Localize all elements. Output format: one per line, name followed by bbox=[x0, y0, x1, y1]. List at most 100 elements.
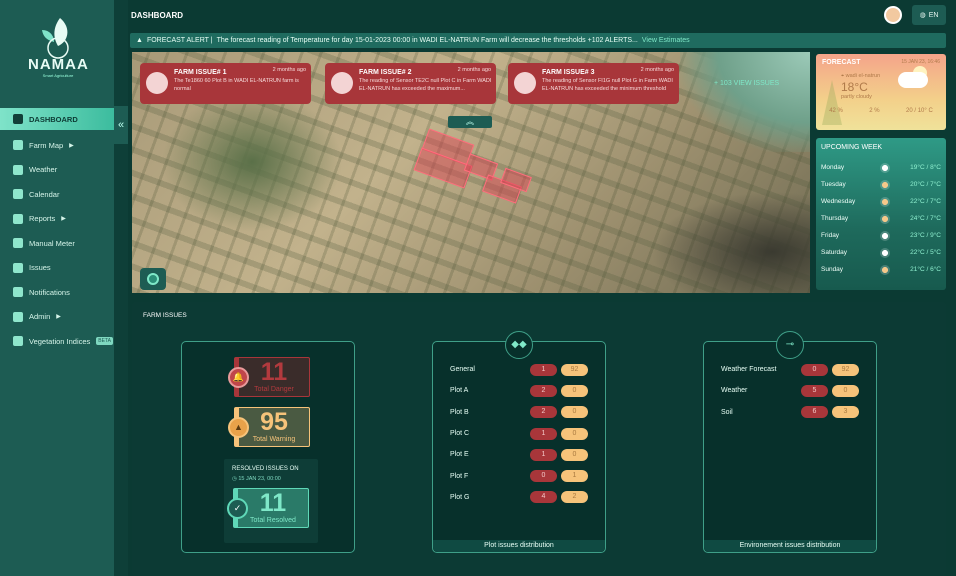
brand-name: NAMAA bbox=[28, 56, 89, 73]
view-estimates-link[interactable]: View Estimates bbox=[641, 37, 690, 44]
view-issues-link[interactable]: + 103 VIEW ISSUES bbox=[714, 80, 780, 87]
distribution-row[interactable]: Weather Forecast 0 92 bbox=[704, 359, 876, 380]
danger-pill: 1 bbox=[530, 448, 557, 461]
plots-icon: ◆◆ bbox=[505, 331, 533, 359]
danger-pill: 1 bbox=[530, 427, 557, 440]
issue-time: 2 months ago bbox=[457, 67, 491, 73]
calendar-icon bbox=[13, 189, 23, 200]
upcoming-week-card: UPCOMING WEEK Monday 19°C / 8°C Tuesday 20°… bbox=[816, 138, 946, 290]
alert-label: FORECAST ALERT | bbox=[146, 37, 213, 44]
issue-title: FARM ISSUE# 1 bbox=[174, 69, 227, 76]
farm-issue-card[interactable]: 2 months ago FARM ISSUE# 3 The reading of … bbox=[508, 63, 679, 104]
farm-issues-title: FARM ISSUES bbox=[143, 312, 187, 319]
resolved-section: RESOLVED ISSUES ON ◷ 15 JAN 23, 00:00 ✓ … bbox=[224, 459, 318, 543]
row-name: Plot A bbox=[450, 387, 469, 395]
warning-pill: 2 bbox=[561, 491, 588, 504]
humidity: 42 % bbox=[829, 108, 843, 114]
resolved-date: ◷ 15 JAN 23, 00:00 bbox=[232, 476, 281, 482]
sun-icon bbox=[880, 213, 890, 224]
forecast-day-row: Sunday 21°C / 6°C bbox=[821, 261, 941, 278]
warning-icon: ▲ bbox=[136, 37, 143, 44]
day-name: Wednesday bbox=[821, 198, 856, 205]
bell-icon bbox=[13, 287, 23, 298]
total-resolved[interactable]: ✓ 11 Total Resolved bbox=[227, 488, 309, 528]
issue-text: The reading of Sensor TE2C null Plot C i… bbox=[359, 78, 492, 92]
forecast-day-row: Thursday 24°C / 7°C bbox=[821, 210, 941, 227]
weather-icon bbox=[13, 164, 23, 175]
distribution-row[interactable]: Soil 6 3 bbox=[704, 402, 876, 423]
avatar[interactable] bbox=[884, 6, 902, 24]
environment-distribution-card: ⊸ Weather Forecast 0 92 Weather 5 0 Soil 6 3 Env… bbox=[703, 331, 877, 553]
precipitation: 2 % bbox=[869, 108, 880, 114]
issue-text: The reading of Sensor FI1G null Plot G i… bbox=[542, 78, 673, 92]
sidebar-item-weather[interactable]: Weather bbox=[0, 158, 114, 183]
expand-map-button[interactable]: ︽ bbox=[448, 116, 492, 128]
collapse-sidebar-button[interactable]: « bbox=[114, 106, 128, 144]
layer-icon bbox=[147, 273, 159, 285]
farm-map-icon bbox=[146, 72, 168, 94]
totals-card: 🔔 11 Total Danger ▲ 95 Total Warning RES… bbox=[181, 341, 355, 553]
alert-text: The forecast reading of Temperature for … bbox=[216, 37, 638, 44]
forecast-stats: 42 % 2 % 20 / 10° C bbox=[816, 108, 946, 114]
sidebar-item-calendar[interactable]: Calendar bbox=[0, 182, 114, 207]
environment-distribution-title: Environement issues distribution bbox=[704, 540, 876, 552]
sidebar-item-manual-meter[interactable]: Manual Meter bbox=[0, 231, 114, 256]
distribution-row[interactable]: Weather 5 0 bbox=[704, 380, 876, 401]
danger-pill: 2 bbox=[530, 406, 557, 419]
day-name: Monday bbox=[821, 164, 845, 171]
row-name: Soil bbox=[721, 408, 733, 416]
danger-pill: 2 bbox=[530, 384, 557, 397]
map-layer-button[interactable] bbox=[140, 268, 166, 290]
sidebar-item-admin[interactable]: Admin ▶ bbox=[0, 305, 114, 330]
language-button[interactable]: ◍ EN bbox=[912, 5, 946, 25]
total-warning[interactable]: ▲ 95 Total Warning bbox=[228, 407, 310, 447]
danger-pill: 6 bbox=[801, 406, 828, 419]
forecast-temperature: 18°C bbox=[841, 80, 868, 94]
distribution-row[interactable]: General 1 92 bbox=[433, 359, 605, 380]
sidebar-item-label: Notifications bbox=[29, 287, 70, 297]
forecast-day-row: Friday 23°C / 9°C bbox=[821, 227, 941, 244]
sidebar-item-label: Manual Meter bbox=[29, 238, 75, 248]
sidebar-item-notifications[interactable]: Notifications bbox=[0, 280, 114, 305]
logo: NAMAA Smart Agriculture bbox=[28, 14, 88, 90]
sidebar-item-issues[interactable]: Issues bbox=[0, 256, 114, 281]
temperature-range: 20 / 10° C bbox=[906, 108, 933, 114]
forecast-alert-bar: ▲ FORECAST ALERT | The forecast reading … bbox=[130, 33, 946, 48]
cloud-icon bbox=[880, 247, 890, 258]
sidebar-item-farm-map[interactable]: Farm Map ▶ bbox=[0, 133, 114, 158]
forecast-day-row: Wednesday 22°C / 7°C bbox=[821, 193, 941, 210]
resolved-heading: RESOLVED ISSUES ON bbox=[232, 466, 299, 472]
forecast-day-row: Tuesday 20°C / 7°C bbox=[821, 176, 941, 193]
brand-tagline: Smart Agriculture bbox=[42, 73, 74, 78]
farm-issue-card[interactable]: 2 months ago FARM ISSUE# 2 The reading of … bbox=[325, 63, 496, 104]
farm-map[interactable]: 2 months ago FARM ISSUE# 1 The Te1860 60 P… bbox=[132, 52, 810, 293]
globe-icon: ◍ bbox=[919, 12, 926, 19]
day-temp: 20°C / 7°C bbox=[910, 181, 941, 188]
farm-issue-card[interactable]: 2 months ago FARM ISSUE# 1 The Te1860 60 P… bbox=[140, 63, 311, 104]
warning-count: 95 bbox=[260, 408, 288, 436]
farm-map-icon bbox=[514, 72, 536, 94]
forecast-day-row: Monday 19°C / 8°C bbox=[821, 159, 941, 176]
total-danger[interactable]: 🔔 11 Total Danger bbox=[228, 357, 310, 397]
map-sea bbox=[680, 52, 810, 152]
day-temp: 24°C / 7°C bbox=[910, 215, 941, 222]
cloud-icon bbox=[880, 162, 890, 173]
row-name: General bbox=[450, 366, 475, 374]
sidebar-item-reports[interactable]: Reports ▶ bbox=[0, 207, 114, 232]
sidebar-item-dashboard[interactable]: DASHBOARD bbox=[0, 108, 114, 130]
sidebar-item-label: Farm Map bbox=[29, 140, 64, 150]
forecast-card: FORECAST 15 JAN 23, 16:46 ⌖ wadi el-natr… bbox=[816, 54, 946, 130]
sidebar-item-vegetation-indices[interactable]: Vegetation Indices BETA bbox=[0, 329, 114, 354]
page-title: DASHBOARD bbox=[131, 11, 183, 20]
gauge-icon bbox=[13, 238, 23, 249]
day-temp: 21°C / 6°C bbox=[910, 266, 941, 273]
sidebar-item-label: Vegetation Indices bbox=[29, 336, 91, 346]
row-name: Plot B bbox=[450, 408, 469, 416]
sun-icon bbox=[880, 264, 890, 275]
